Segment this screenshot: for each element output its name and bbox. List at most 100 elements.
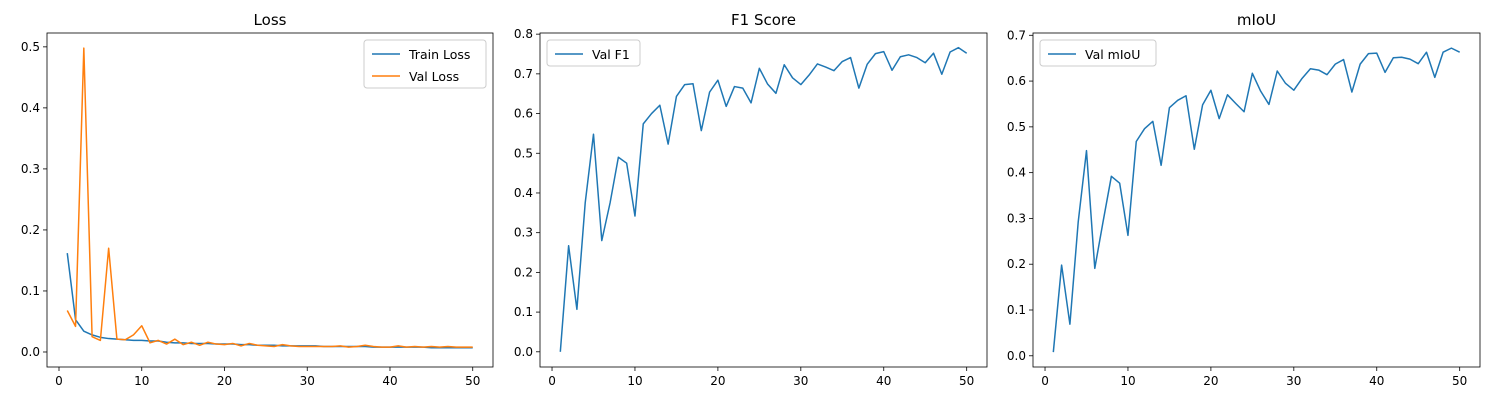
data-point	[223, 343, 225, 345]
x-tick-label: 50	[465, 374, 480, 388]
y-tick-label: 0.2	[21, 223, 40, 237]
data-point	[248, 342, 250, 344]
data-point	[132, 334, 134, 336]
data-point	[1127, 234, 1129, 236]
chart-title: Loss	[254, 11, 287, 29]
data-point	[66, 309, 68, 311]
data-point	[816, 63, 818, 65]
y-tick-label: 0.8	[514, 27, 533, 41]
x-tick-label: 0	[1041, 374, 1049, 388]
data-point	[941, 73, 943, 75]
data-point	[1102, 220, 1104, 222]
data-point	[825, 66, 827, 68]
data-point	[1409, 58, 1411, 60]
data-point	[1309, 68, 1311, 70]
y-tick-label: 0.1	[21, 284, 40, 298]
y-tick-label: 0.5	[514, 146, 533, 160]
data-point	[932, 52, 934, 54]
data-point	[306, 345, 308, 347]
chart-title: F1 Score	[731, 11, 796, 29]
y-tick-label: 0.0	[1007, 349, 1026, 363]
data-point	[1143, 127, 1145, 129]
data-point	[791, 77, 793, 79]
data-point	[1135, 140, 1137, 142]
data-point	[617, 156, 619, 158]
x-tick-label: 10	[627, 374, 642, 388]
series-line-1	[66, 253, 473, 349]
data-point	[899, 56, 901, 58]
data-point	[1458, 51, 1460, 53]
data-point	[841, 60, 843, 62]
data-point	[165, 343, 167, 345]
data-point	[232, 342, 234, 344]
plot-frame	[539, 32, 988, 368]
data-point	[372, 345, 374, 347]
data-point	[1185, 95, 1187, 97]
x-tick-label: 20	[1203, 374, 1218, 388]
data-point	[107, 247, 109, 249]
y-tick-label: 0.4	[1007, 166, 1026, 180]
data-point	[891, 69, 893, 71]
y-tick-label: 0.3	[21, 162, 40, 176]
data-point	[99, 339, 101, 341]
data-point	[455, 346, 457, 348]
data-point	[659, 104, 661, 106]
data-point	[883, 50, 885, 52]
data-point	[733, 85, 735, 87]
data-point	[1060, 264, 1062, 266]
data-point	[1342, 58, 1344, 60]
data-point	[634, 215, 636, 217]
y-tick-label: 0.7	[1007, 28, 1026, 42]
data-point	[609, 202, 611, 204]
data-point	[584, 202, 586, 204]
data-point	[289, 345, 291, 347]
data-point	[1318, 69, 1320, 71]
y-tick-label: 0.6	[1007, 74, 1026, 88]
data-point	[1160, 164, 1162, 166]
data-point	[1417, 62, 1419, 64]
chart-panel-3: mIoU 0 10 20 30 40 50 0.0 0.1 0.2 0.3 0.4 0.5 0.6 0.7 V…	[1007, 11, 1481, 388]
x-tick-label: 0	[548, 374, 556, 388]
data-point	[1450, 47, 1452, 49]
data-point	[91, 336, 93, 338]
x-tick-label: 20	[217, 374, 232, 388]
x-tick-label: 30	[793, 374, 808, 388]
data-point	[1400, 56, 1402, 58]
data-point	[1351, 91, 1353, 93]
data-point	[430, 345, 432, 347]
data-point	[1359, 63, 1361, 65]
legend-label: Val mIoU	[1085, 47, 1140, 62]
x-tick-label: 30	[1286, 374, 1301, 388]
data-point	[1069, 323, 1071, 325]
x-tick-label: 20	[710, 374, 725, 388]
data-point	[265, 345, 267, 347]
data-point	[949, 51, 951, 53]
data-point	[438, 346, 440, 348]
data-point	[422, 346, 424, 348]
data-point	[66, 252, 68, 254]
series-line-1	[559, 46, 968, 352]
data-point	[356, 345, 358, 347]
data-point	[684, 83, 686, 85]
data-point	[1284, 82, 1286, 84]
data-point	[141, 339, 143, 341]
data-point	[1276, 70, 1278, 72]
data-point	[314, 345, 316, 347]
data-point	[1118, 182, 1120, 184]
y-tick-label: 0.3	[514, 226, 533, 240]
data-point	[389, 346, 391, 348]
y-tick-label: 0.6	[514, 107, 533, 121]
data-point	[858, 87, 860, 89]
data-point	[601, 239, 603, 241]
data-point	[240, 345, 242, 347]
data-point	[1226, 94, 1228, 96]
data-point	[1094, 267, 1096, 269]
legend-label: Val Loss	[409, 69, 459, 84]
y-tick-label: 0.3	[1007, 211, 1026, 225]
data-point	[463, 346, 465, 348]
data-point	[447, 345, 449, 347]
legend-label: Train Loss	[408, 47, 470, 62]
data-point	[323, 345, 325, 347]
data-point	[1259, 90, 1261, 92]
data-point	[1293, 89, 1295, 91]
